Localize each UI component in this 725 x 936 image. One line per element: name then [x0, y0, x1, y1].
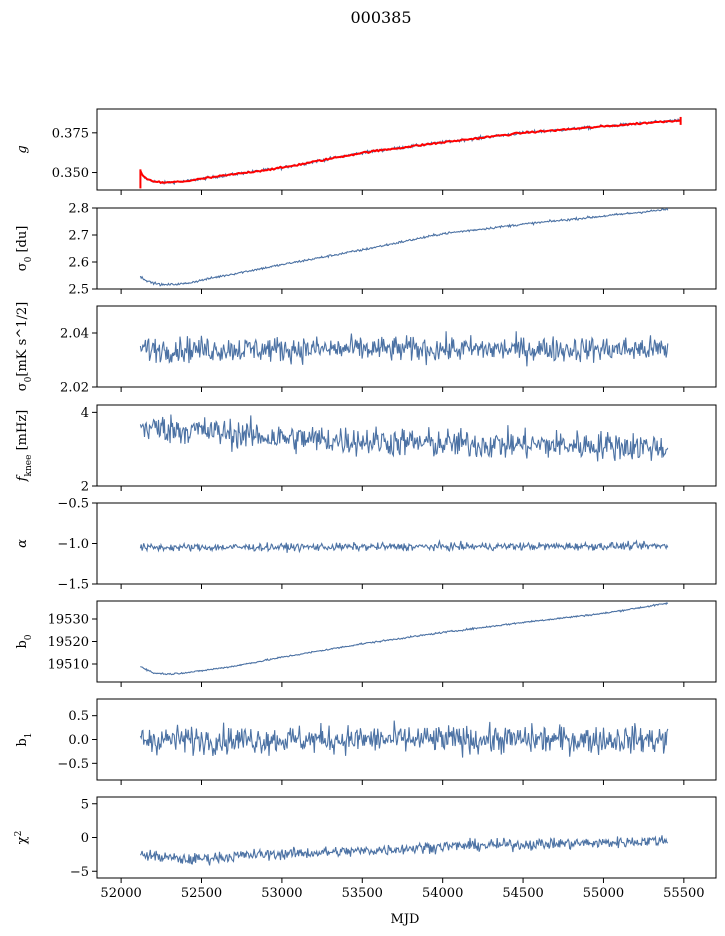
y-axis-label-sigma0_du: σ0 [du] [15, 226, 34, 272]
x-tick-label: 54000 [422, 886, 463, 901]
y-tick-label-chi2: −5 [70, 865, 89, 880]
y-tick-label-sigma0_du: 2.7 [68, 229, 89, 244]
y-tick-label-fknee: 2 [81, 480, 89, 495]
y-axis-label-alpha: α [15, 539, 30, 548]
figure-title: 000385 [350, 8, 411, 27]
x-axis-label: MJD [391, 912, 420, 927]
y-axis-label-b0: b0 [15, 634, 34, 648]
x-tick-label: 55500 [663, 886, 704, 901]
panel-frame-sigma0_mk [96, 305, 717, 388]
series-line-alpha [139, 539, 669, 554]
panel-b1: −0.5 0.0 0.5 b1 [15, 698, 717, 785]
y-axis-label-chi2: χ2 [14, 831, 30, 845]
y-tick-label-alpha: −1.5 [57, 578, 89, 593]
y-axis-label-b1: b1 [15, 732, 34, 746]
y-tick-label-b0: 19520 [48, 635, 89, 650]
panel-sigma0_du: 2.5 2.6 2.7 2.8 σ0 [du] [15, 202, 717, 298]
fit-line-g [139, 119, 682, 185]
panel-alpha: −1.5 −1.0 −0.5 α [15, 497, 717, 593]
panel-frame-sigma0_du [96, 207, 717, 290]
series-line-g [139, 118, 682, 186]
panel-frame-b0 [96, 600, 717, 683]
y-tick-label-sigma0_mk: 2.02 [60, 381, 89, 396]
panel-frame-chi2 [96, 796, 717, 879]
y-tick-label-chi2: 0 [81, 831, 89, 846]
series-line-sigma0_mk [139, 331, 669, 367]
y-tick-label-sigma0_du: 2.5 [68, 283, 89, 298]
panels: 0.350 0.375 g 2.5 2.6 2.7 2.8 σ0 [du] 2.02 2.04 σ0… [14, 108, 717, 901]
y-tick-label-b0: 19510 [48, 658, 89, 673]
panel-g: 0.350 0.375 g [15, 108, 717, 195]
series-line-chi2 [139, 835, 669, 866]
panel-chi2: −5 0 5 χ2 52000 52500 53000 53500 54000 54500 5500… [14, 796, 717, 901]
panel-sigma0_mk: 2.02 2.04 σ0[mK s^1/2] [15, 302, 717, 396]
y-axis-label-sigma0_mk: σ0[mK s^1/2] [15, 302, 34, 391]
y-tick-label-b1: 0.5 [68, 709, 89, 724]
y-tick-label-b1: 0.0 [68, 733, 89, 748]
y-tick-label-fknee: 4 [81, 406, 89, 421]
x-tick-label: 53000 [261, 886, 302, 901]
y-tick-label-b0: 19530 [48, 613, 89, 628]
x-tick-label: 53500 [342, 886, 383, 901]
x-tick-label: 55000 [583, 886, 624, 901]
y-axis-label-g: g [15, 145, 30, 153]
x-tick-label: 52500 [181, 886, 222, 901]
panel-frame-g [96, 108, 717, 191]
y-tick-label-g: 0.350 [52, 166, 89, 181]
series-line-fknee [139, 414, 669, 462]
panel-b0: 19510 19520 19530 b0 [15, 600, 717, 687]
y-tick-label-sigma0_mk: 2.04 [60, 327, 89, 342]
y-tick-label-sigma0_du: 2.8 [68, 202, 89, 217]
panel-frame-fknee [96, 404, 717, 487]
x-tick-label: 52000 [100, 886, 141, 901]
y-axis-label-fknee: fknee [mHz] [15, 410, 34, 483]
panel-fknee: 2 4 fknee [mHz] [15, 404, 717, 495]
series-line-b0 [140, 601, 669, 676]
series-line-b1 [139, 720, 669, 758]
y-tick-label-b1: −0.5 [57, 757, 89, 772]
y-tick-label-g: 0.375 [52, 126, 89, 141]
series-line-sigma0_du [139, 208, 669, 287]
y-tick-label-alpha: −1.0 [57, 537, 89, 552]
y-tick-label-alpha: −0.5 [57, 497, 89, 512]
y-tick-label-chi2: 5 [81, 797, 89, 812]
x-tick-label: 54500 [502, 886, 543, 901]
y-tick-label-sigma0_du: 2.6 [68, 256, 89, 271]
